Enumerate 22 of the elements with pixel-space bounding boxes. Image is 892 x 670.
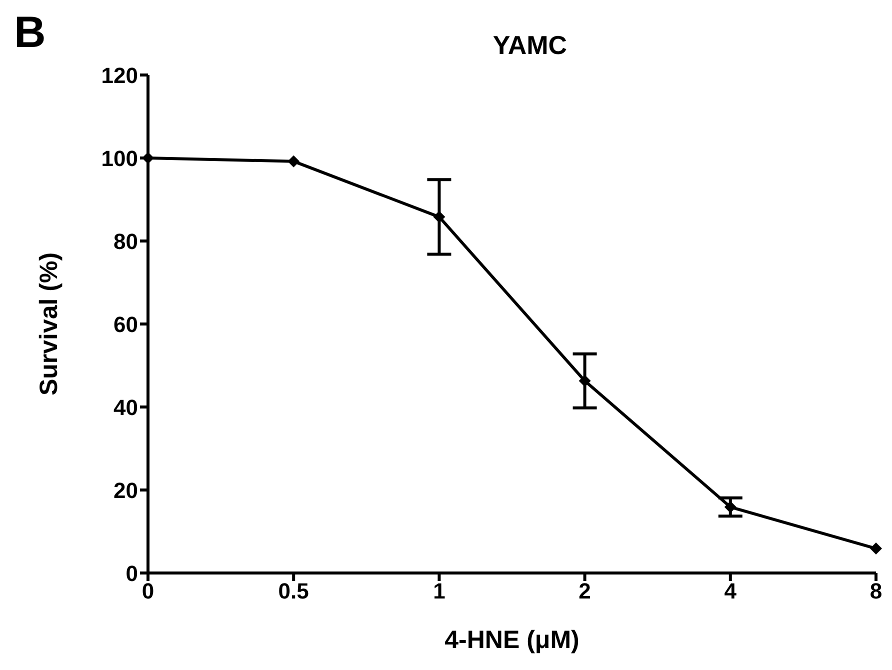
y-tick-label: 120 <box>101 62 138 88</box>
point <box>288 155 300 168</box>
y-tick-label: 100 <box>101 146 138 171</box>
y-tick-label: 20 <box>114 478 138 503</box>
x-tick-label: 8 <box>870 578 882 604</box>
point <box>870 542 882 555</box>
x-tick-label: 0.5 <box>278 578 309 604</box>
x-tick-label: 2 <box>578 578 591 604</box>
y-tick-label: 0 <box>126 560 138 586</box>
text: B <box>14 8 46 58</box>
x-tick-label: 0 <box>142 578 154 604</box>
chart-title: YAMC <box>492 30 568 61</box>
y-tick-label: 60 <box>114 312 138 337</box>
point <box>433 210 446 223</box>
x-axis-title: 4-HNE (μM) <box>444 626 580 654</box>
y-tick-label: 40 <box>114 394 138 420</box>
x-tick-label: 1 <box>433 578 446 604</box>
x-tick-label: 4 <box>724 578 738 604</box>
y-tick-label: 80 <box>114 228 138 254</box>
point <box>578 374 591 387</box>
point <box>724 501 736 514</box>
y-axis-title: Survival (%) <box>34 252 63 396</box>
